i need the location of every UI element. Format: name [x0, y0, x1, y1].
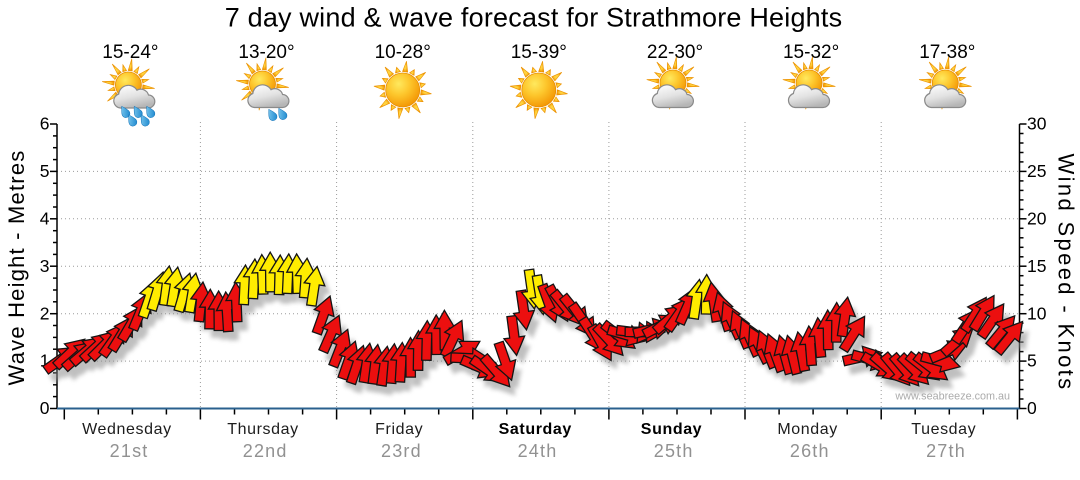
svg-text:27th: 27th [926, 441, 966, 461]
svg-text:15: 15 [1027, 256, 1046, 276]
svg-text:2: 2 [40, 303, 50, 323]
svg-text:Wind Speed - Knots: Wind Speed - Knots [1054, 154, 1079, 392]
svg-text:15-32°: 15-32° [783, 42, 839, 63]
svg-text:25: 25 [1027, 161, 1046, 181]
svg-text:7 day wind & wave forecast for: 7 day wind & wave forecast for Strathmor… [225, 3, 843, 33]
svg-text:25th: 25th [654, 441, 694, 461]
svg-text:Sunday: Sunday [641, 421, 702, 438]
svg-text:10: 10 [1027, 303, 1047, 323]
svg-text:17-38°: 17-38° [919, 42, 975, 63]
svg-text:1: 1 [40, 351, 50, 371]
svg-text:5: 5 [40, 161, 50, 181]
svg-text:Wednesday: Wednesday [82, 421, 172, 438]
svg-text:4: 4 [40, 208, 50, 228]
svg-text:3: 3 [40, 256, 50, 276]
svg-text:6: 6 [40, 114, 50, 134]
svg-text:26th: 26th [790, 441, 830, 461]
svg-text:20: 20 [1027, 208, 1047, 228]
svg-text:5: 5 [1027, 351, 1037, 371]
svg-text:15-39°: 15-39° [511, 42, 567, 63]
svg-text:15-24°: 15-24° [102, 42, 158, 63]
svg-text:10-28°: 10-28° [375, 42, 431, 63]
svg-text:Tuesday: Tuesday [911, 421, 976, 438]
svg-text:Friday: Friday [375, 421, 423, 438]
svg-text:22nd: 22nd [243, 441, 288, 461]
svg-text:22-30°: 22-30° [647, 42, 703, 63]
svg-text:Wave Height - Metres: Wave Height - Metres [4, 150, 29, 386]
svg-text:21st: 21st [110, 441, 149, 461]
svg-text:0: 0 [1027, 398, 1037, 418]
svg-text:0: 0 [40, 398, 50, 418]
svg-text:Saturday: Saturday [499, 421, 572, 438]
svg-text:30: 30 [1027, 114, 1047, 134]
svg-text:Monday: Monday [777, 421, 838, 438]
svg-text:24th: 24th [518, 441, 558, 461]
svg-text:13-20°: 13-20° [238, 42, 294, 63]
svg-text:23rd: 23rd [381, 441, 422, 461]
svg-text:Thursday: Thursday [227, 421, 299, 438]
